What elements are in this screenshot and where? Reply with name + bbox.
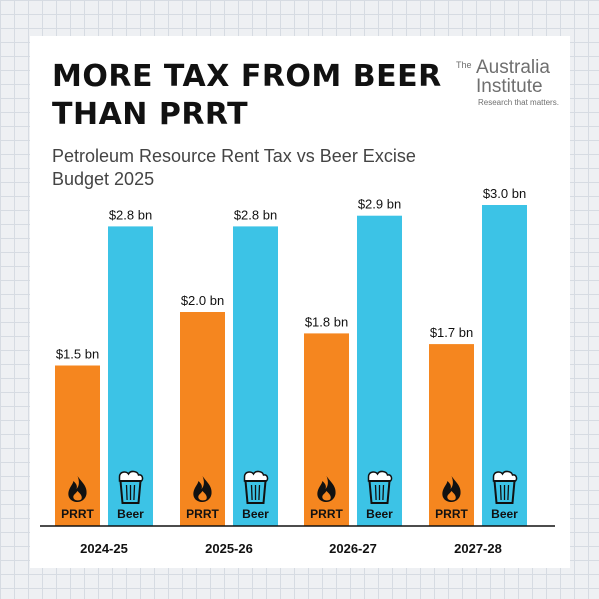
series-label-beer-2024-25: Beer: [117, 507, 144, 521]
flame-icon: [442, 476, 461, 502]
value-label-beer-2025-26: $2.8 bn: [234, 207, 277, 222]
value-label-beer-2027-28: $3.0 bn: [483, 186, 526, 201]
flame-icon: [68, 476, 87, 502]
series-label-prrt-2024-25: PRRT: [61, 507, 94, 521]
value-label-beer-2024-25: $2.8 bn: [109, 207, 152, 222]
logo-name-line-1: Australia: [476, 57, 550, 78]
value-label-prrt-2026-27: $1.8 bn: [305, 314, 348, 329]
chart-title: MORE TAX FROM BEER THAN PRRT: [52, 58, 452, 134]
title-line-1: MORE TAX FROM BEER: [52, 59, 442, 94]
x-tick-label-2025-26: 2025-26: [205, 541, 253, 556]
value-label-prrt-2024-25: $1.5 bn: [56, 347, 99, 362]
series-label-beer-2027-28: Beer: [491, 507, 518, 521]
logo-tagline: Research that matters.: [478, 98, 559, 107]
logo-the: The: [456, 60, 472, 70]
title-line-2: THAN PRRT: [52, 97, 249, 132]
series-label-prrt-2027-28: PRRT: [435, 507, 468, 521]
logo-name-line-2: Institute: [476, 76, 543, 97]
series-label-beer-2025-26: Beer: [242, 507, 269, 521]
logo-name: Australia Institute: [476, 58, 550, 96]
series-label-prrt-2026-27: PRRT: [310, 507, 343, 521]
series-label-beer-2026-27: Beer: [366, 507, 393, 521]
value-label-prrt-2027-28: $1.7 bn: [430, 325, 473, 340]
series-label-prrt-2025-26: PRRT: [186, 507, 219, 521]
x-tick-label-2027-28: 2027-28: [454, 541, 502, 556]
beer-glass-icon: [118, 470, 144, 504]
beer-glass-icon: [367, 470, 393, 504]
value-label-beer-2026-27: $2.9 bn: [358, 197, 401, 212]
x-tick-label-2024-25: 2024-25: [80, 541, 128, 556]
subtitle-line-1: Petroleum Resource Rent Tax vs Beer Exci…: [52, 146, 416, 166]
value-label-prrt-2025-26: $2.0 bn: [181, 293, 224, 308]
flame-icon: [317, 476, 336, 502]
beer-glass-icon: [492, 470, 518, 504]
beer-glass-icon: [243, 470, 269, 504]
chart-subtitle: Petroleum Resource Rent Tax vs Beer Exci…: [52, 145, 532, 191]
x-tick-label-2026-27: 2026-27: [329, 541, 377, 556]
subtitle-line-2: Budget 2025: [52, 169, 155, 189]
flame-icon: [193, 476, 212, 502]
